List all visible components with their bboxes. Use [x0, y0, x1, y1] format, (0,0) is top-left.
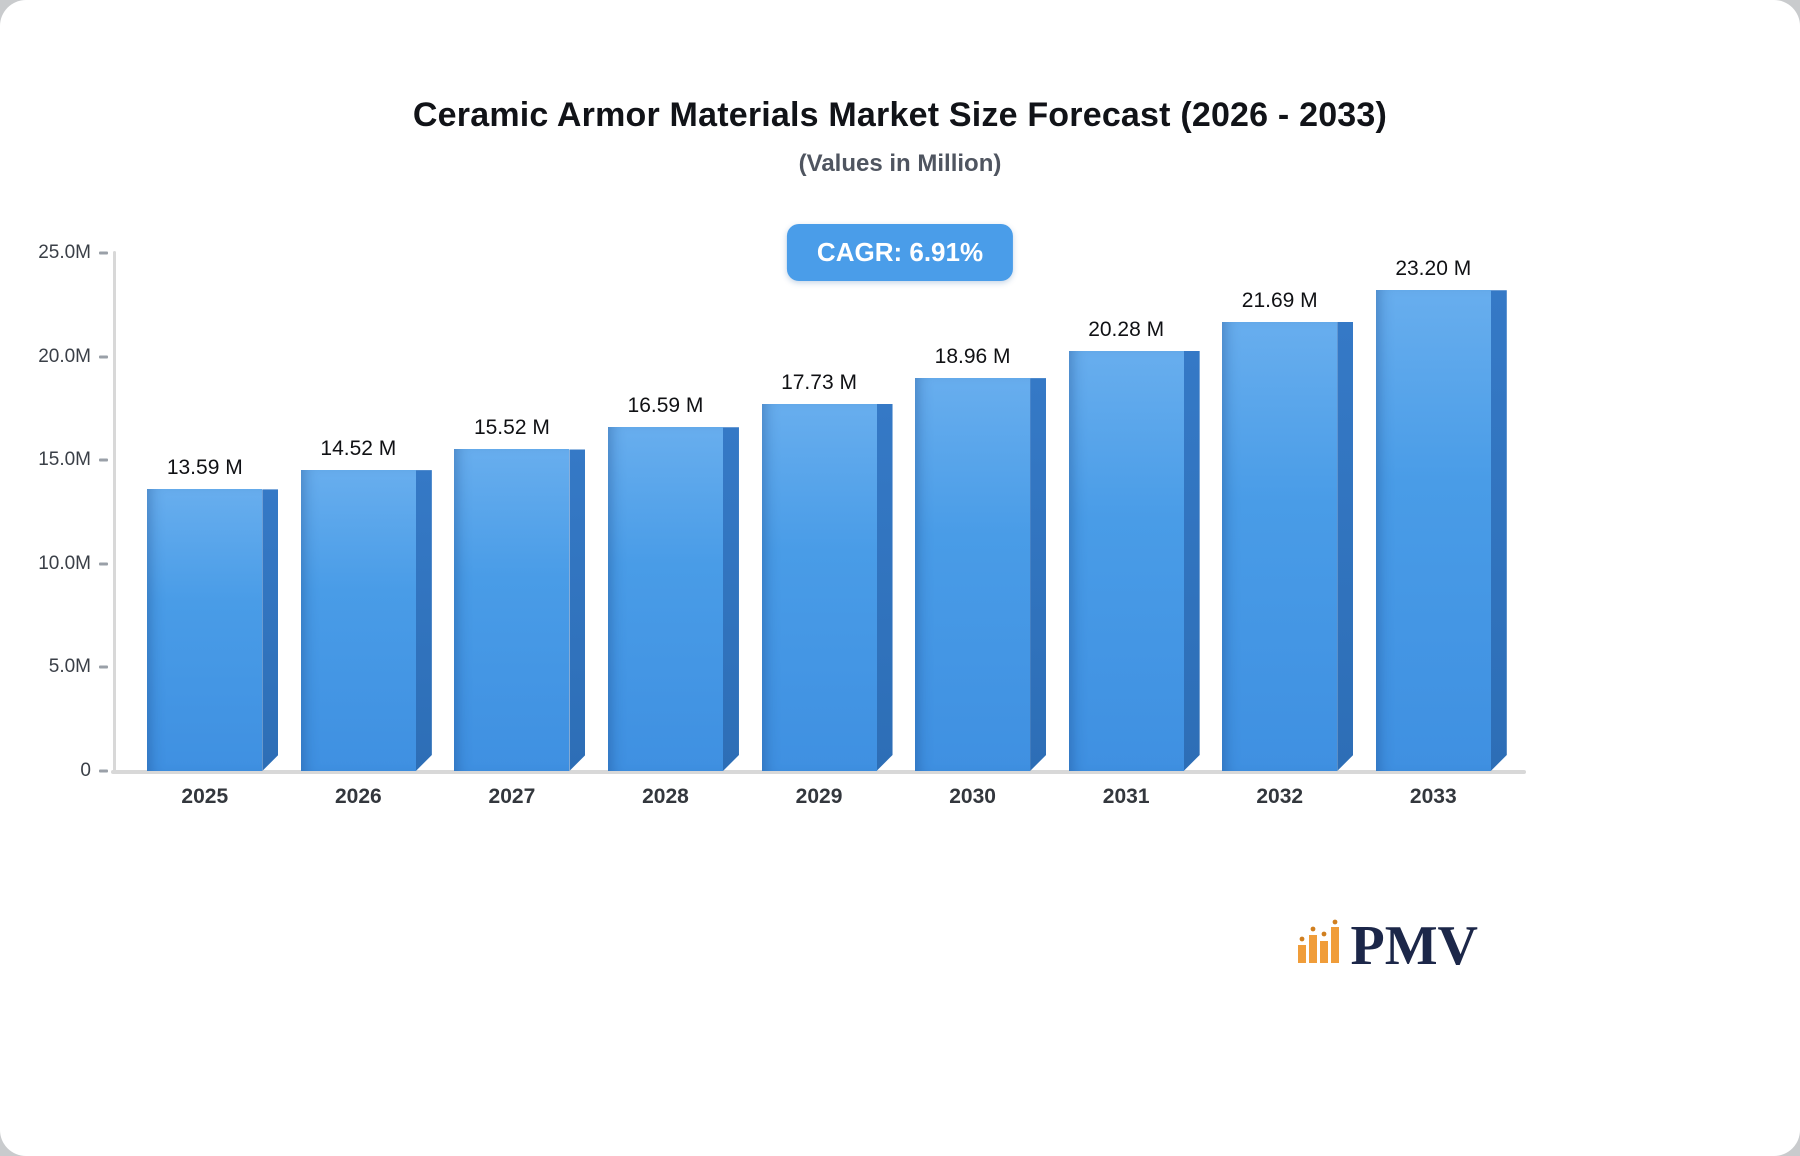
- bar-side-face: [877, 404, 893, 771]
- bar-slot-2030: 18.96 M: [896, 253, 1050, 771]
- bar-value-label: 13.59 M: [166, 456, 243, 480]
- y-tick-mark: [99, 355, 108, 359]
- bar-chart-icon: [1296, 919, 1342, 970]
- y-tick-mark: [99, 251, 108, 255]
- y-tick-mark: [99, 562, 108, 566]
- bar-2029: [761, 403, 877, 771]
- bar-value-label: 15.52 M: [473, 416, 550, 440]
- bar-slot-2033: 23.20 M: [1357, 253, 1511, 771]
- bar-2033: [1375, 290, 1491, 771]
- bar-chart: 25.0M 20.0M 15.0M 10.0M 5.0M 0 13.59 M 14.52 M…: [38, 242, 1526, 808]
- x-axis-label-2033: 2033: [1409, 785, 1457, 808]
- bar-value-label: 16.59 M: [627, 394, 704, 418]
- bar-slot-2026: 14.52 M: [282, 253, 436, 771]
- bar-side-face: [262, 489, 278, 771]
- y-tick-mark: [99, 458, 108, 462]
- y-tick-label: 0: [13, 760, 108, 782]
- x-axis-label-2025: 2025: [181, 785, 229, 808]
- bar-side-face: [569, 449, 585, 771]
- x-axis-label-2026: 2026: [334, 785, 382, 808]
- bar-value-label: 18.96 M: [934, 345, 1011, 369]
- chart-subtitle: (Values in Million): [798, 150, 1002, 177]
- bar-side-face: [416, 470, 432, 771]
- bars-area: 13.59 M 14.52 M 15.52 M 16.59 M 17.73 M 18.96…: [128, 253, 1510, 771]
- y-tick-mark: [99, 665, 108, 669]
- bar-side-face: [1184, 351, 1200, 771]
- y-tick-label: 10.0M: [13, 553, 108, 575]
- bar-2030: [915, 378, 1030, 771]
- bar-slot-2032: 21.69 M: [1203, 253, 1357, 771]
- bar-2031: [1068, 350, 1184, 771]
- logo-text: PMV: [1350, 915, 1478, 978]
- chart-title: Ceramic Armor Materials Market Size Fore…: [412, 96, 1388, 134]
- x-axis-label-2028: 2028: [642, 785, 689, 808]
- bar-2028: [607, 427, 723, 771]
- x-axis-label-2030: 2030: [949, 785, 996, 808]
- bar-slot-2027: 15.52 M: [435, 253, 589, 771]
- x-axis-label-2031: 2031: [1102, 785, 1150, 808]
- x-axis-label-2027: 2027: [488, 785, 536, 808]
- bar-slot-2025: 13.59 M: [128, 253, 282, 771]
- bar-value-label: 21.69 M: [1241, 288, 1318, 312]
- bar-side-face: [723, 427, 739, 771]
- y-tick-label: 5.0M: [13, 656, 108, 678]
- bar-2025: [147, 489, 262, 771]
- cagr-badge: CAGR: 6.91%: [786, 224, 1014, 281]
- x-axis-line: [111, 770, 1526, 774]
- y-tick-label: 20.0M: [13, 346, 108, 368]
- bar-side-face: [1337, 322, 1353, 771]
- y-tick-label: 25.0M: [13, 242, 108, 264]
- bar-value-label: 17.73 M: [781, 370, 857, 394]
- pmv-logo: PMV: [1296, 915, 1478, 978]
- bar-value-label: 23.20 M: [1395, 257, 1472, 281]
- bar-side-face: [1030, 378, 1046, 771]
- bar-slot-2028: 16.59 M: [589, 253, 743, 771]
- y-tick-mark: [99, 769, 108, 773]
- bar-2027: [454, 449, 569, 771]
- bar-slot-2029: 17.73 M: [742, 253, 896, 771]
- y-tick-label: 15.0M: [13, 449, 108, 471]
- bar-2032: [1222, 321, 1337, 771]
- bar-side-face: [1491, 290, 1507, 771]
- x-axis-label-2032: 2032: [1256, 785, 1304, 808]
- bar-2026: [300, 470, 416, 771]
- bar-slot-2031: 20.28 M: [1049, 253, 1203, 771]
- bar-value-label: 20.28 M: [1088, 317, 1165, 341]
- bar-value-label: 14.52 M: [320, 437, 397, 461]
- y-axis-line: [113, 251, 116, 773]
- x-axis-labels: 2025 2026 2027 2028 2029 2030 2031 2032 2033: [128, 785, 1510, 809]
- x-axis-label-2029: 2029: [795, 785, 843, 808]
